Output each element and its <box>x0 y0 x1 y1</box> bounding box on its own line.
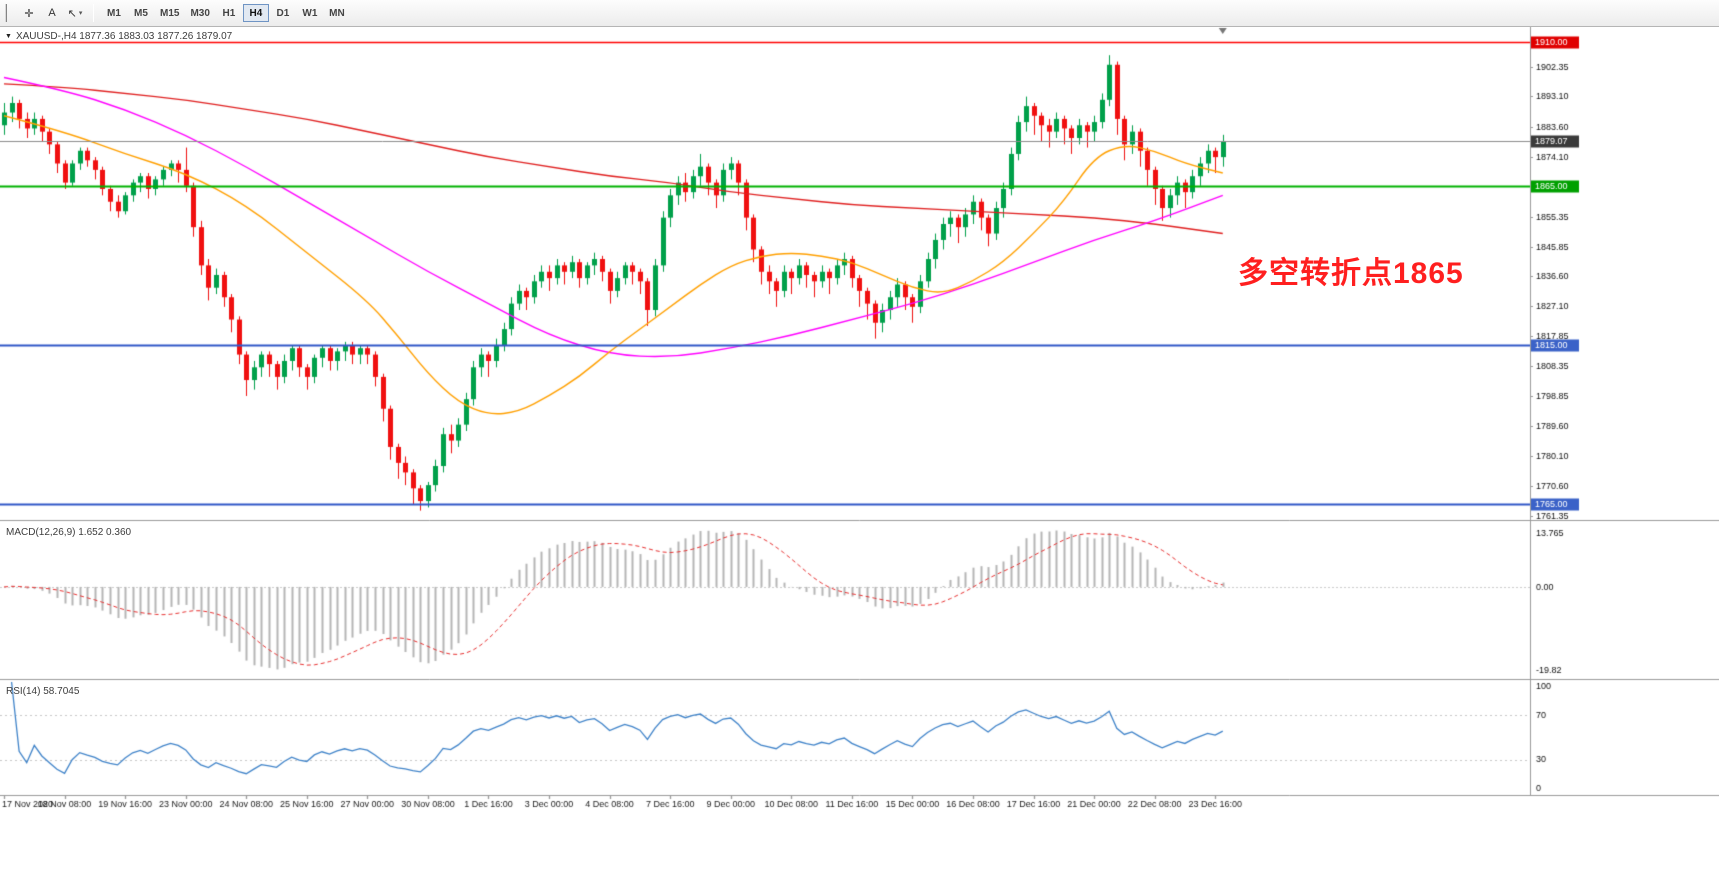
chart-window: ▼ XAUUSD-,H4 1877.36 1883.03 1877.26 187… <box>0 27 1719 894</box>
timeframe-m5[interactable]: M5 <box>128 4 154 22</box>
toolbar-grip[interactable] <box>5 4 11 22</box>
timeframe-m15[interactable]: M15 <box>155 4 184 22</box>
macd-indicator-label: MACD(12,26,9) 1.652 0.360 <box>6 527 132 538</box>
symbol-header: ▼ XAUUSD-,H4 1877.36 1883.03 1877.26 187… <box>5 31 232 42</box>
timeframe-h1[interactable]: H1 <box>216 4 242 22</box>
crosshair-tool-icon[interactable]: ✛ <box>18 3 40 23</box>
timeframe-mn[interactable]: MN <box>324 4 350 22</box>
rsi-indicator-label: RSI(14) 58.7045 <box>6 686 80 697</box>
timeframe-d1[interactable]: D1 <box>270 4 296 22</box>
timeframe-h4[interactable]: H4 <box>242 4 269 22</box>
timeframe-m30[interactable]: M30 <box>185 4 214 22</box>
chevron-down-icon[interactable]: ▼ <box>5 33 12 40</box>
drawing-tools: ✛ A ↖ ▾ <box>18 3 86 23</box>
text-label-tool-icon[interactable]: A <box>41 3 63 23</box>
symbol-ohlc-text: XAUUSD-,H4 1877.36 1883.03 1877.26 1879.… <box>15 31 233 42</box>
timeframe-w1[interactable]: W1 <box>297 4 323 22</box>
price-chart-canvas[interactable] <box>0 27 1719 894</box>
chart-annotation-text: 多空转折点1865 <box>1238 257 1464 290</box>
toolbar-separator <box>93 4 94 22</box>
arrow-tools-icon[interactable]: ↖ ▾ <box>64 3 86 23</box>
dropdown-caret-icon: ▾ <box>78 10 83 17</box>
timeframe-buttons: M1 M5 M15 M30 H1 H4 D1 W1 MN <box>101 4 350 22</box>
timeframe-m1[interactable]: M1 <box>101 4 127 22</box>
toolbar: ✛ A ↖ ▾ M1 M5 M15 M30 H1 H4 D1 W1 MN <box>0 0 1719 27</box>
